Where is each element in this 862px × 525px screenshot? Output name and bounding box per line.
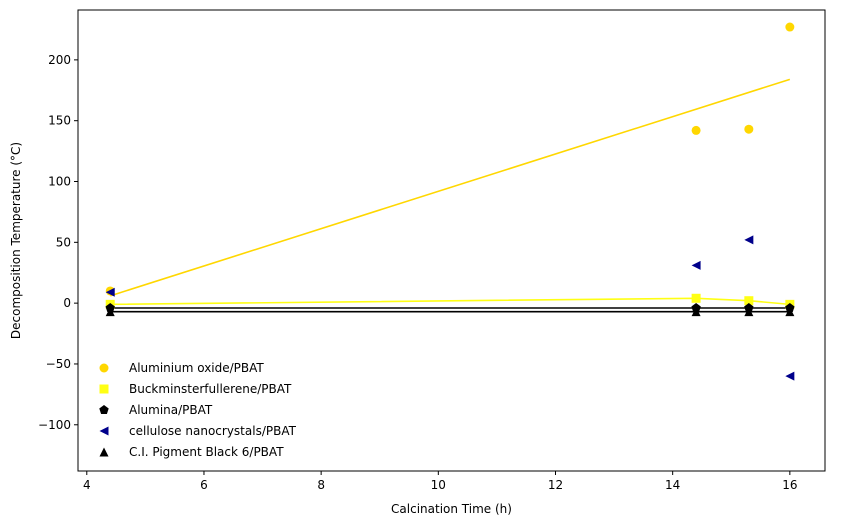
legend-label: Alumina/PBAT bbox=[129, 403, 213, 417]
data-point bbox=[744, 235, 754, 245]
x-tick-label: 4 bbox=[83, 478, 91, 492]
y-tick-label: −100 bbox=[38, 418, 71, 432]
series-line bbox=[110, 297, 790, 306]
data-point bbox=[691, 307, 701, 317]
x-axis: 4 6 8 10 12 14 16 bbox=[83, 471, 797, 492]
legend-marker bbox=[99, 363, 109, 373]
legend-marker bbox=[99, 447, 109, 457]
data-point bbox=[105, 287, 115, 297]
data-point bbox=[785, 371, 795, 381]
legend-marker bbox=[99, 426, 109, 436]
legend: Aluminium oxide/PBAT Buckminsterfullerene… bbox=[99, 361, 297, 459]
data-point bbox=[785, 307, 795, 317]
x-tick-label: 16 bbox=[782, 478, 797, 492]
x-tick-label: 10 bbox=[431, 478, 446, 492]
series-line bbox=[109, 78, 791, 297]
x-tick-label: 8 bbox=[317, 478, 325, 492]
legend-marker bbox=[99, 384, 109, 394]
y-tick-label: 50 bbox=[56, 235, 71, 249]
y-tick-label: 0 bbox=[63, 296, 71, 310]
data-point bbox=[744, 307, 754, 317]
legend-marker bbox=[99, 405, 109, 414]
data-point bbox=[691, 125, 701, 135]
x-axis-label: Calcination Time (h) bbox=[391, 502, 512, 516]
legend-label: C.I. Pigment Black 6/PBAT bbox=[129, 445, 284, 459]
data-point bbox=[105, 307, 115, 317]
data-point bbox=[785, 22, 795, 32]
y-axis-label: Decomposition Temperature (°C) bbox=[9, 142, 23, 339]
x-tick-label: 12 bbox=[548, 478, 563, 492]
y-tick-label: 150 bbox=[48, 114, 71, 128]
x-tick-label: 6 bbox=[200, 478, 208, 492]
legend-label: Buckminsterfullerene/PBAT bbox=[129, 382, 292, 396]
data-point bbox=[691, 293, 701, 303]
data-point bbox=[744, 124, 754, 134]
y-axis: −100 −50 0 50 100 150 200 bbox=[38, 53, 78, 432]
data-point bbox=[691, 260, 701, 270]
data-point bbox=[744, 296, 754, 306]
x-tick-label: 14 bbox=[665, 478, 680, 492]
y-tick-label: 100 bbox=[48, 175, 71, 189]
y-tick-label: −50 bbox=[46, 357, 71, 371]
plot-marks bbox=[105, 22, 795, 381]
legend-label: cellulose nanocrystals/PBAT bbox=[129, 424, 297, 438]
y-tick-label: 200 bbox=[48, 53, 71, 67]
legend-label: Aluminium oxide/PBAT bbox=[129, 361, 264, 375]
plot-frame bbox=[77, 9, 826, 472]
